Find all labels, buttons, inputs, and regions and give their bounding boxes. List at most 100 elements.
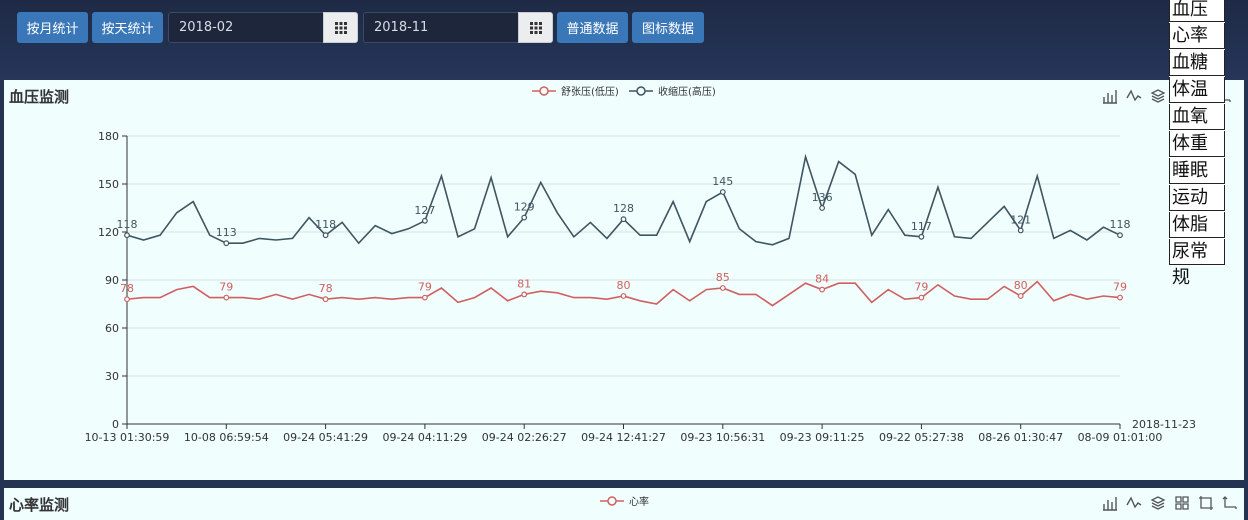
menu-item-3[interactable]: 体温 [1169,77,1225,103]
end-date-picker-button[interactable] [518,12,553,43]
calendar-grid-icon [335,22,347,34]
data-label: 118 [117,218,138,231]
legend-marker [539,86,549,96]
category-menu: 血压 心率 血糖 体温 血氧 体重 睡眠 运动 体脂 尿常规 [1169,0,1225,288]
x-tick-label: 10-13 01:30:59 [85,431,170,444]
x-tick-label: 10-08 06:59:54 [184,431,269,444]
data-point [1017,227,1024,234]
x-tick-label: 09-23 10:56:31 [680,431,765,444]
data-label: 84 [815,273,829,286]
data-point [223,240,230,247]
blood-pressure-panel: 血压监测 0 30 60 90 120 150 180 10-13 01:30:59 10-08… [4,80,1244,480]
legend-label: 收缩压(高压) [658,85,716,98]
start-date-input[interactable] [168,12,324,43]
data-point [719,285,726,291]
menu-item-2[interactable]: 血糖 [1169,50,1225,76]
data-label: 129 [514,201,535,214]
y-tick-label: 150 [98,178,119,191]
menu-item-5[interactable]: 体重 [1169,131,1225,157]
data-point [521,214,528,221]
data-label: 127 [414,204,435,217]
menu-item-8[interactable]: 体脂 [1169,212,1225,238]
data-point [1017,293,1024,299]
line-chart-icon[interactable] [1126,88,1142,104]
bar-chart-icon[interactable] [1102,88,1118,104]
data-label: 80 [617,279,631,292]
toolbar: 按月统计 按天统计 普通数据 图标数据 [0,0,1248,80]
chart-toolbox [1102,495,1238,511]
data-label: 81 [517,277,531,290]
data-point [719,189,726,195]
data-label: 79 [219,281,233,294]
data-label: 79 [1113,281,1127,294]
data-zoom-icon[interactable] [1198,495,1214,511]
data-point [422,217,428,224]
heart-rate-legend[interactable]: 心率 [600,493,649,508]
x-axis-end-label: 2018-11-23 [1132,418,1196,431]
end-date-input[interactable] [363,12,519,43]
data-label: 121 [1010,213,1031,226]
normal-data-button[interactable]: 普通数据 [557,12,628,43]
bar-chart-icon[interactable] [1102,495,1118,511]
y-tick-label: 30 [105,370,119,383]
data-point [422,294,428,301]
stack-icon[interactable] [1150,88,1166,104]
data-label: 128 [613,202,634,215]
x-tick-label: 09-24 05:41:29 [283,431,368,444]
panel-title: 血压监测 [9,88,70,106]
data-point [124,232,130,239]
y-tick-label: 60 [105,322,119,335]
x-tick-label: 09-24 12:41:27 [581,431,666,444]
x-tick-label: 09-24 04:11:29 [382,431,467,444]
stack-icon[interactable] [1150,495,1166,511]
panel-title: 心率监测 [9,496,70,514]
data-label: 79 [418,281,432,294]
line-chart-icon[interactable] [1126,495,1142,511]
data-label: 78 [120,282,134,295]
data-label: 145 [712,175,733,188]
y-tick-label: 90 [105,274,119,287]
x-tick-label: 09-24 02:26:27 [482,431,567,444]
x-tick-label: 08-26 01:30:47 [978,431,1063,444]
menu-item-0[interactable]: 血压 [1169,0,1225,22]
menu-item-4[interactable]: 血氧 [1169,104,1225,130]
menu-item-7[interactable]: 运动 [1169,185,1225,211]
data-label: 118 [315,218,336,231]
legend-line-marker-icon [600,495,624,506]
data-point [1117,294,1123,301]
data-label: 117 [911,220,932,233]
menu-item-1[interactable]: 心率 [1169,23,1225,49]
data-label: 78 [319,282,333,295]
menu-item-9[interactable]: 尿常规 [1169,239,1225,288]
heart-rate-panel: 心率监测 心率 [4,488,1244,520]
calendar-grid-icon [530,22,542,34]
data-label: 79 [914,281,928,294]
y-tick-label: 120 [98,226,119,239]
data-point [521,291,528,298]
data-label: 85 [716,271,730,284]
data-point [918,233,925,240]
data-point [620,216,627,223]
x-tick-label: 08-09 01:01:00 [1078,431,1163,444]
data-point [819,205,825,211]
restore-icon[interactable] [1222,495,1238,511]
legend-label: 心率 [629,497,649,508]
y-tick-label: 180 [98,130,119,143]
monthly-stats-button[interactable]: 按月统计 [17,12,88,43]
data-point [322,232,329,239]
tiled-icon[interactable] [1174,495,1190,511]
chart-data-button[interactable]: 图标数据 [632,12,704,43]
x-tick-label: 09-23 09:11:25 [780,431,865,444]
blood-pressure-chart: 0 30 60 90 120 150 180 10-13 01:30:59 10-08 06:5… [85,85,1196,444]
daily-stats-button[interactable]: 按天统计 [92,12,163,43]
data-point [620,293,627,299]
data-point [223,294,230,301]
data-point [1117,232,1123,239]
chart-toolbox [1102,88,1232,104]
data-label: 118 [1110,218,1131,231]
start-date-picker-button[interactable] [323,12,358,43]
legend-marker [636,86,646,96]
data-label: 136 [812,191,833,204]
data-point [918,294,925,301]
menu-item-6[interactable]: 睡眠 [1169,158,1225,184]
